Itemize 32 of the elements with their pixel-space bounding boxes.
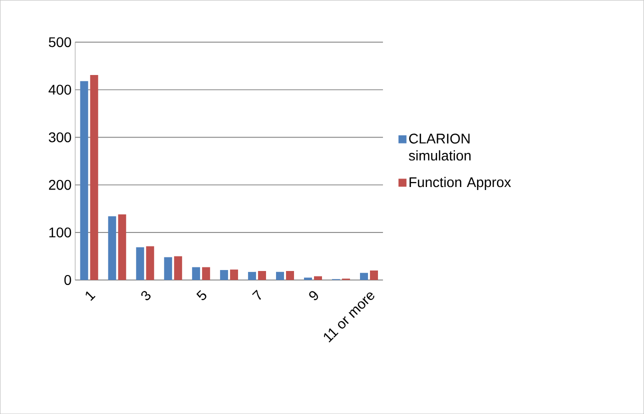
bar <box>174 256 182 280</box>
y-tick-label: 0 <box>64 274 72 285</box>
bar <box>90 74 98 280</box>
bar <box>202 267 210 280</box>
bar <box>258 270 266 280</box>
bar <box>314 276 322 280</box>
x-tick-label: 9 <box>309 291 318 300</box>
bar <box>248 272 256 280</box>
x-tick-label: 5 <box>196 290 206 300</box>
y-tick-label: 400 <box>48 84 72 95</box>
y-tick-label: 100 <box>49 227 72 238</box>
bar <box>146 246 154 280</box>
y-tick-label: 200 <box>48 180 72 190</box>
bar <box>276 272 284 280</box>
x-tick-label: 7 <box>252 290 262 300</box>
bar <box>286 270 294 280</box>
bar <box>370 270 378 280</box>
bar <box>220 270 228 280</box>
x-tick-label: 1 <box>86 291 96 301</box>
legend-label: CLARION simulation <box>408 134 471 160</box>
bar <box>80 81 88 280</box>
bar <box>164 257 172 280</box>
bar <box>108 216 116 280</box>
bar <box>136 247 144 280</box>
x-tick-label: 3 <box>141 290 151 300</box>
y-tick-label: 500 <box>48 37 72 48</box>
bar <box>192 267 200 280</box>
legend-label: Function Approx <box>410 176 511 190</box>
y-tick-label: 300 <box>48 132 72 142</box>
bar <box>230 269 238 280</box>
bar <box>360 272 368 280</box>
bar <box>118 214 126 280</box>
